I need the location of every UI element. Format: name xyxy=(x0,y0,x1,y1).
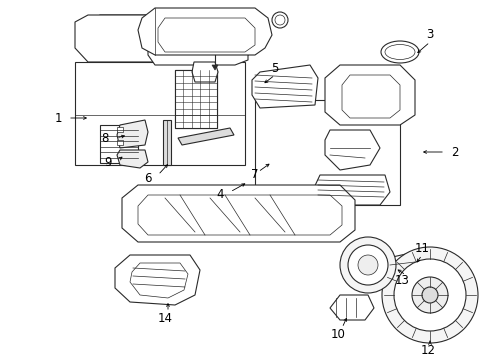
Polygon shape xyxy=(117,140,123,145)
Circle shape xyxy=(348,245,388,285)
Polygon shape xyxy=(342,75,400,118)
Polygon shape xyxy=(138,195,342,235)
Polygon shape xyxy=(178,128,234,145)
Polygon shape xyxy=(115,255,200,305)
Polygon shape xyxy=(138,8,272,55)
Polygon shape xyxy=(325,65,415,125)
Polygon shape xyxy=(382,252,422,285)
Polygon shape xyxy=(130,263,188,298)
Polygon shape xyxy=(122,185,355,242)
Text: 9: 9 xyxy=(104,157,112,170)
Bar xyxy=(175,70,217,128)
Polygon shape xyxy=(145,10,240,50)
Text: 11: 11 xyxy=(415,242,430,255)
Circle shape xyxy=(358,255,378,275)
Text: 8: 8 xyxy=(101,131,109,144)
Text: 14: 14 xyxy=(157,311,172,324)
Polygon shape xyxy=(117,120,148,148)
Text: 7: 7 xyxy=(251,168,259,181)
Polygon shape xyxy=(255,100,400,205)
Polygon shape xyxy=(75,15,248,62)
Circle shape xyxy=(394,259,466,331)
Polygon shape xyxy=(252,65,318,108)
Bar xyxy=(163,120,171,165)
Text: 4: 4 xyxy=(216,189,224,202)
Polygon shape xyxy=(75,62,245,165)
Text: 13: 13 xyxy=(394,274,410,287)
Polygon shape xyxy=(192,62,218,82)
Circle shape xyxy=(412,277,448,313)
Circle shape xyxy=(422,287,438,303)
Text: 5: 5 xyxy=(271,62,279,75)
Text: 6: 6 xyxy=(144,171,152,184)
Text: 10: 10 xyxy=(331,328,345,342)
Polygon shape xyxy=(117,127,123,132)
Text: 12: 12 xyxy=(420,343,436,356)
Polygon shape xyxy=(212,65,218,70)
Circle shape xyxy=(340,237,396,293)
Circle shape xyxy=(382,247,478,343)
Polygon shape xyxy=(148,10,248,65)
Bar xyxy=(100,125,138,163)
Polygon shape xyxy=(330,295,374,320)
Polygon shape xyxy=(158,18,255,52)
Text: 3: 3 xyxy=(426,28,434,41)
Text: 1: 1 xyxy=(54,112,62,125)
Polygon shape xyxy=(117,150,148,168)
Bar xyxy=(175,70,217,128)
Polygon shape xyxy=(312,175,390,205)
Polygon shape xyxy=(325,130,380,170)
Polygon shape xyxy=(88,15,248,62)
Text: 2: 2 xyxy=(451,145,459,158)
